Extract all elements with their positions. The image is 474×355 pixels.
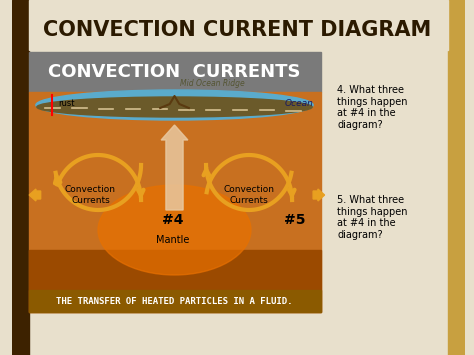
FancyArrow shape [29, 189, 41, 201]
Bar [29, 290, 321, 312]
Ellipse shape [37, 97, 312, 117]
Ellipse shape [98, 185, 251, 275]
Text: CONVECTION CURRENT DIAGRAM: CONVECTION CURRENT DIAGRAM [43, 20, 431, 40]
Text: rust: rust [58, 98, 74, 108]
Text: Convection
Currents: Convection Currents [224, 185, 274, 205]
Text: #5: #5 [284, 213, 306, 227]
Text: 4. What three
things happen
at #4 in the
diagram?: 4. What three things happen at #4 in the… [337, 85, 408, 130]
Bar [29, 0, 448, 50]
Bar [448, 0, 465, 355]
Text: Mid Ocean Ridge: Mid Ocean Ridge [181, 78, 245, 87]
Text: THE TRANSFER OF HEATED PARTICLES IN A FLUID.: THE TRANSFER OF HEATED PARTICLES IN A FL… [56, 296, 293, 306]
FancyArrow shape [313, 189, 325, 201]
FancyArrow shape [161, 125, 188, 210]
Bar [29, 92, 321, 312]
Text: 5. What three
things happen
at #4 in the
diagram?: 5. What three things happen at #4 in the… [337, 195, 408, 240]
Text: Ocean: Ocean [284, 98, 313, 108]
Text: Convection
Currents: Convection Currents [65, 185, 116, 205]
Ellipse shape [36, 90, 313, 120]
Bar [12, 0, 29, 355]
Text: CONVECTION  CURRENTS: CONVECTION CURRENTS [48, 63, 301, 81]
Bar [29, 52, 321, 92]
Bar [29, 250, 321, 312]
Text: Mantle: Mantle [156, 235, 189, 245]
Text: #4: #4 [162, 213, 183, 227]
